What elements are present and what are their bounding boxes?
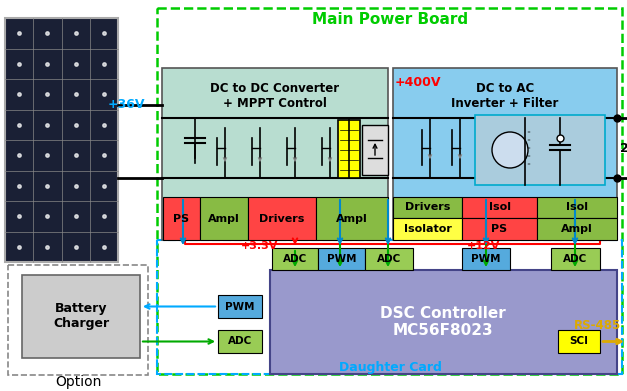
Text: Option: Option — [55, 375, 101, 389]
Bar — [393, 218, 462, 240]
Bar — [163, 197, 200, 240]
Bar — [537, 197, 617, 218]
Text: +36V: +36V — [107, 99, 145, 111]
Text: +400V: +400V — [395, 75, 441, 88]
Bar — [316, 197, 388, 240]
Text: +3.3V: +3.3V — [241, 241, 278, 251]
Bar — [272, 248, 318, 270]
Bar — [362, 125, 388, 175]
Text: Battery
Charger: Battery Charger — [53, 302, 109, 330]
Bar — [248, 197, 316, 240]
Bar — [365, 248, 413, 270]
Text: Daughter Card: Daughter Card — [339, 362, 441, 375]
Bar — [558, 330, 600, 353]
Bar — [462, 218, 537, 240]
Text: PS: PS — [174, 213, 189, 224]
Text: Drivers: Drivers — [405, 203, 450, 212]
Bar — [157, 240, 622, 374]
Circle shape — [492, 132, 528, 168]
Text: +12V: +12V — [467, 241, 500, 251]
Text: SCI: SCI — [569, 337, 589, 346]
Text: Main Power Board: Main Power Board — [312, 13, 468, 27]
Text: ADC: ADC — [283, 254, 307, 264]
Bar — [462, 197, 537, 218]
Text: Ampl: Ampl — [561, 224, 593, 234]
Text: PWM: PWM — [327, 254, 356, 264]
Text: DC to AC
Inverter + Filter: DC to AC Inverter + Filter — [451, 82, 559, 110]
Bar — [475, 115, 605, 185]
Bar — [157, 8, 622, 374]
Bar — [338, 120, 360, 178]
Text: DSC Controller
MC56F8023: DSC Controller MC56F8023 — [380, 306, 506, 338]
Bar — [270, 270, 617, 374]
Bar — [5, 18, 118, 262]
Text: ADC: ADC — [377, 254, 401, 264]
Bar — [462, 248, 510, 270]
Bar — [162, 68, 388, 240]
Text: DC to DC Converter
+ MPPT Control: DC to DC Converter + MPPT Control — [211, 82, 340, 110]
Text: Isolator: Isolator — [404, 224, 451, 234]
Bar — [8, 265, 148, 375]
Bar — [537, 218, 617, 240]
Bar — [22, 275, 140, 358]
Text: PS: PS — [492, 224, 508, 234]
Text: Ampl: Ampl — [336, 213, 368, 224]
Bar — [318, 248, 365, 270]
Text: ADC: ADC — [228, 337, 252, 346]
Text: PWM: PWM — [225, 301, 255, 312]
Text: PWM: PWM — [472, 254, 501, 264]
Bar — [218, 330, 262, 353]
Bar — [218, 295, 262, 318]
Bar — [200, 197, 248, 240]
Text: Isol: Isol — [566, 203, 588, 212]
Bar — [393, 197, 462, 218]
Text: Isol: Isol — [488, 203, 510, 212]
Bar — [393, 68, 617, 240]
Text: 230V AC: 230V AC — [620, 142, 627, 154]
Text: RS-485: RS-485 — [574, 319, 621, 332]
Text: Ampl: Ampl — [208, 213, 240, 224]
Bar — [551, 248, 600, 270]
Text: Drivers: Drivers — [260, 213, 305, 224]
Text: ADC: ADC — [564, 254, 587, 264]
